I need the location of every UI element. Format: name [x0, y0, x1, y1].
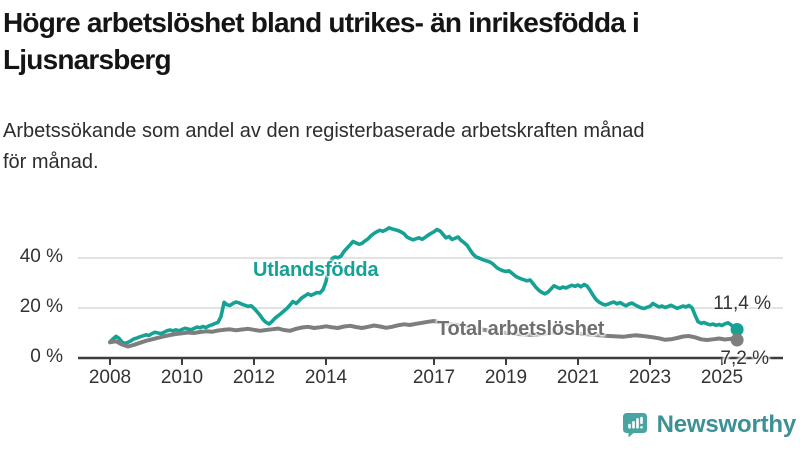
x-tick-label: 2014 — [304, 367, 348, 388]
plot-area — [78, 225, 783, 365]
bar-chart-speech-bubble-icon — [622, 413, 647, 438]
end-value-total: 7,2 % — [720, 348, 769, 369]
title-line-1: Högre arbetslöshet bland utrikes- än inr… — [3, 7, 640, 38]
x-tick-label: 2012 — [232, 367, 276, 388]
page-title: Högre arbetslöshet bland utrikes- än inr… — [3, 4, 640, 78]
y-tick-label: 0 % — [30, 346, 63, 367]
series-label-utlandsfodda: Utlandsfödda — [253, 259, 379, 281]
series-label-total-arbetsloshet: Total arbetslöshet — [437, 318, 605, 340]
x-tick-label: 2019 — [484, 367, 528, 388]
brand-footer[interactable]: Newsworthy — [621, 411, 796, 439]
x-tick-label: 2023 — [628, 367, 672, 388]
x-tick-label: 2025 — [700, 367, 744, 388]
x-tick-label: 2021 — [556, 367, 600, 388]
subtitle-line-2: för månad. — [3, 151, 99, 173]
brand-name: Newsworthy — [656, 411, 797, 438]
chart-subtitle: Arbetssökande som andel av den registerb… — [3, 116, 645, 178]
y-tick-label: 20 % — [19, 296, 63, 317]
x-tick-label: 2017 — [412, 367, 456, 388]
x-tick-label: 2008 — [88, 367, 132, 388]
x-tick-label: 2010 — [160, 367, 204, 388]
subtitle-line-1: Arbetssökande som andel av den registerb… — [3, 120, 645, 142]
line-chart: 0 % 20 % 40 % 2008 2010 2012 2014 2017 2019 2021… — [0, 200, 800, 395]
title-line-2: Ljusnarsberg — [3, 44, 172, 75]
end-value-utlandsfodda: 11,4 % — [713, 293, 771, 314]
y-tick-label: 40 % — [19, 246, 63, 267]
